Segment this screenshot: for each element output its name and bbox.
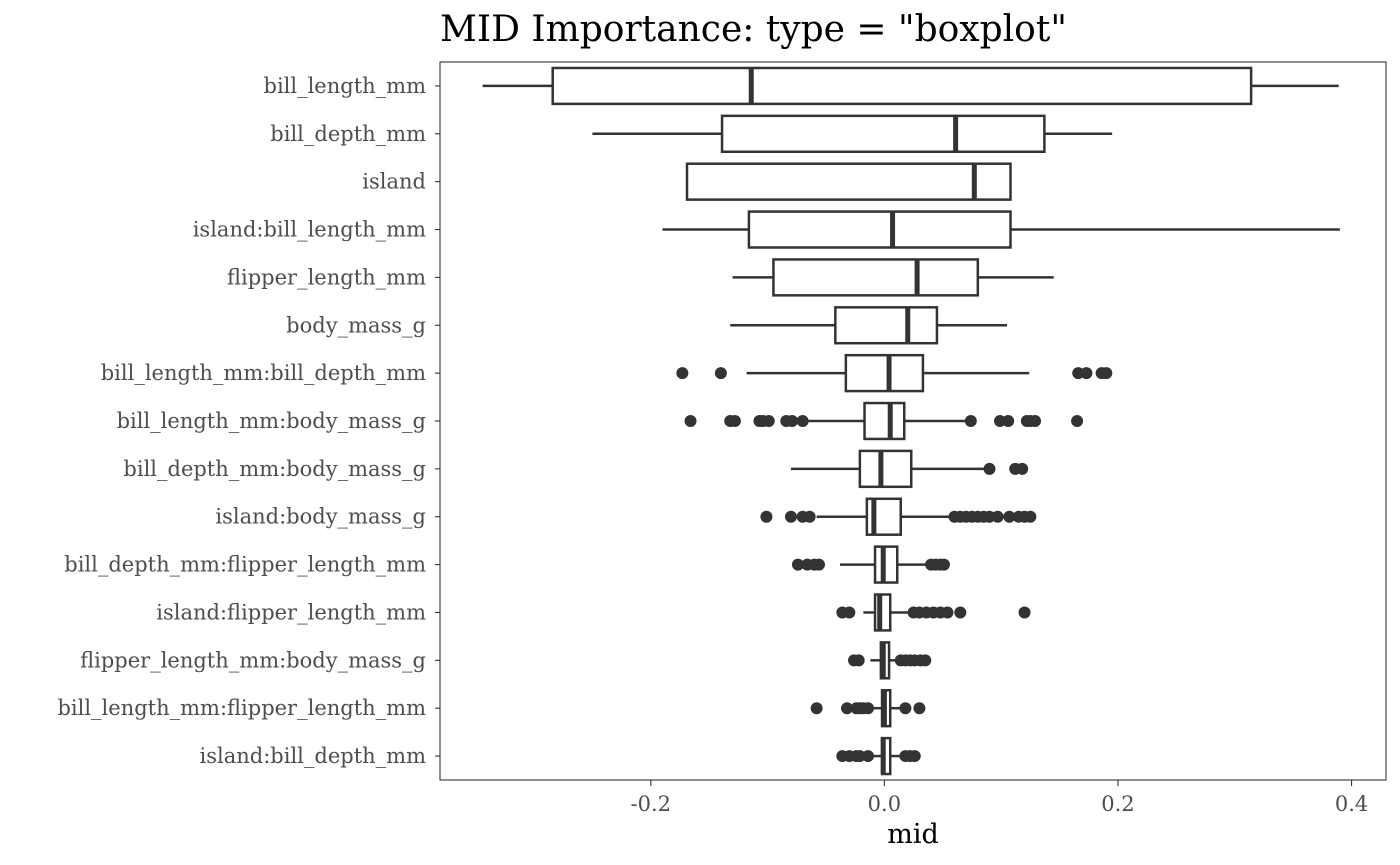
boxplot-island-bill-depth-mm (836, 736, 921, 776)
box (844, 353, 925, 393)
outlier-point (1016, 462, 1029, 475)
y-tick-label: bill_depth_mm (270, 122, 426, 146)
outlier-point (841, 702, 854, 715)
y-tick-label: flipper_length_mm (227, 265, 426, 289)
x-tick-label: 0.2 (1101, 792, 1134, 816)
chart-title: MID Importance: type = "boxplot" (440, 9, 1067, 50)
outlier-point (810, 702, 823, 715)
outlier-point (1029, 415, 1042, 427)
outlier-point (941, 606, 954, 619)
outlier-point (684, 415, 697, 427)
box (551, 66, 1253, 106)
y-tick-label: body_mass_g (286, 313, 426, 337)
x-tick-label: -0.2 (631, 792, 672, 816)
box (747, 210, 1012, 249)
outlier-point (964, 415, 977, 427)
outlier-point (784, 510, 797, 523)
boxplot-bill-length-mm (482, 66, 1339, 106)
boxplot-bill-depth-mm (592, 114, 1113, 153)
boxplot-flipper-length-mm (732, 258, 1054, 297)
outlier-point (1003, 510, 1016, 523)
y-tick-label: island:bill_depth_mm (200, 744, 427, 768)
box (834, 306, 939, 345)
outlier-point (919, 654, 932, 667)
x-axis-title: mid (887, 819, 939, 850)
outlier-point (728, 415, 741, 427)
outlier-point (786, 415, 799, 427)
outlier-point (803, 510, 816, 523)
y-tick-label: bill_length_mm (264, 74, 427, 98)
outlier-point (913, 702, 926, 715)
outlier-point (862, 750, 875, 763)
boxplot-bill-length-mm-body-mass-g (684, 401, 1084, 441)
boxplot-bill-length-mm-flipper-length-mm (810, 689, 926, 728)
box (863, 401, 906, 441)
outlier-point (899, 702, 912, 715)
x-tick-label: 0.4 (1335, 792, 1368, 816)
outlier-point (791, 558, 804, 571)
x-tick-label: 0.0 (868, 792, 901, 816)
outlier-point (1018, 606, 1031, 619)
outlier-point (760, 510, 773, 523)
outlier-point (1100, 367, 1113, 380)
y-tick-label: island:body_mass_g (215, 505, 426, 529)
outlier-point (762, 415, 775, 427)
outlier-point (852, 654, 865, 667)
outlier-point (1024, 510, 1037, 523)
outlier-point (908, 750, 921, 763)
x-axis: -0.2 0.0 0.2 0.4 (631, 780, 1368, 816)
y-tick-label: island (362, 170, 426, 194)
y-tick-label: bill_depth_mm:flipper_length_mm (64, 553, 426, 577)
outlier-point (796, 415, 809, 427)
y-tick-label: bill_length_mm:flipper_length_mm (57, 696, 426, 720)
outlier-point (1080, 367, 1093, 380)
y-tick-label: flipper_length_mm:body_mass_g (80, 648, 426, 672)
y-tick-label: bill_length_mm:bill_depth_mm (101, 361, 426, 385)
box (772, 258, 980, 297)
boxplot-island-body-mass-g (760, 497, 1037, 536)
outlier-point (1071, 415, 1084, 427)
box (720, 114, 1046, 153)
boxplot-flipper-length-mm-body-mass-g (848, 641, 932, 680)
outlier-point (937, 558, 950, 571)
outlier-point (843, 606, 856, 619)
outlier-point (676, 367, 689, 380)
boxplot-bill-depth-mm-flipper-length-mm (791, 545, 950, 584)
box (873, 545, 899, 584)
boxplot-bill-length-mm-bill-depth-mm (676, 353, 1113, 393)
boxplot-body-mass-g (730, 306, 1008, 345)
y-tick-label: bill_length_mm:body_mass_g (117, 409, 426, 433)
outlier-point (991, 510, 1004, 523)
outlier-point (862, 702, 875, 715)
box (858, 449, 913, 489)
boxplot-bill-depth-mm-body-mass-g (790, 449, 1029, 489)
outlier-point (1002, 415, 1015, 427)
y-tick-label: island:flipper_length_mm (156, 600, 426, 624)
boxplot-series (482, 66, 1340, 776)
outlier-point (714, 367, 727, 380)
y-tick-label: island:bill_length_mm (193, 218, 426, 242)
boxplot-island (685, 162, 1012, 201)
y-tick-label: bill_depth_mm:body_mass_g (123, 457, 426, 481)
boxplot-island-flipper-length-mm (836, 593, 1031, 632)
box (685, 162, 1012, 201)
outlier-point (954, 606, 967, 619)
boxplot-island-bill-length-mm (662, 210, 1340, 249)
outlier-point (983, 462, 996, 475)
outlier-point (812, 558, 825, 571)
